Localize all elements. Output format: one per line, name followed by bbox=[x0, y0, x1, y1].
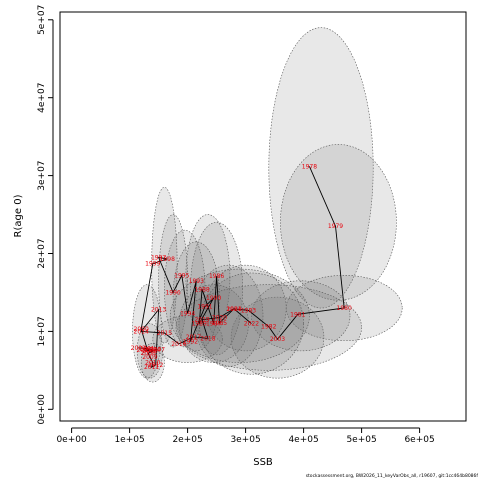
year-label-2007: 2007 bbox=[150, 346, 165, 353]
year-label-1986: 1986 bbox=[209, 273, 224, 280]
year-label-2017: 2017 bbox=[186, 334, 201, 341]
confidence-ellipses bbox=[132, 27, 403, 383]
year-label-2001: 2001 bbox=[139, 346, 154, 353]
year-label-1980: 1980 bbox=[337, 305, 352, 312]
x-tick-label-0: 0e+00 bbox=[56, 435, 87, 445]
year-label-2018: 2018 bbox=[200, 335, 215, 342]
plot-frame bbox=[59, 11, 467, 422]
year-label-2003: 2003 bbox=[270, 336, 285, 343]
year-label-1989: 1989 bbox=[192, 321, 207, 328]
year-label-1994: 1994 bbox=[180, 310, 195, 317]
x-tick-label-6: 6e+05 bbox=[404, 435, 434, 445]
year-label-1998: 1998 bbox=[160, 256, 175, 263]
trajectory-path bbox=[138, 166, 345, 369]
confidence-ellipse-12 bbox=[151, 186, 178, 344]
x-axis-title: SSB bbox=[253, 457, 273, 468]
year-label-2022: 2022 bbox=[244, 321, 259, 328]
confidence-ellipse-3 bbox=[251, 280, 351, 352]
y-tick-label-4: 4e+07 bbox=[37, 83, 47, 113]
year-label-2012: 2012 bbox=[148, 362, 163, 369]
year-label-1987: 1987 bbox=[206, 321, 221, 328]
x-tick-label-3: 3e+05 bbox=[230, 435, 260, 445]
confidence-ellipse-5 bbox=[204, 264, 287, 352]
year-label-1995: 1995 bbox=[174, 272, 189, 279]
year-label-2016: 2016 bbox=[171, 341, 186, 348]
year-label-1979: 1979 bbox=[328, 223, 343, 230]
footer-text: stockassessment.org, BW2026_11_keyVarObs… bbox=[306, 473, 479, 479]
year-label-1999: 1999 bbox=[145, 261, 160, 268]
confidence-ellipse-9 bbox=[172, 241, 220, 352]
confidence-ellipse-0 bbox=[268, 27, 374, 309]
year-label-2005: 2005 bbox=[136, 347, 151, 354]
year-label-1993: 1993 bbox=[189, 278, 204, 285]
year-label-2015: 2015 bbox=[157, 330, 172, 337]
y-axis: 0e+00 1e+07 2e+07 3e+07 4e+07 5e+07 bbox=[37, 5, 54, 425]
confidence-ellipse-20 bbox=[198, 272, 304, 375]
year-label-1991: 1991 bbox=[197, 303, 212, 310]
year-label-2019: 2019 bbox=[194, 317, 209, 324]
confidence-ellipse-4 bbox=[230, 296, 325, 379]
year-label-2006: 2006 bbox=[142, 348, 157, 355]
year-label-2000: 2000 bbox=[134, 326, 149, 333]
confidence-ellipse-16 bbox=[152, 315, 223, 363]
x-tick-label-2: 2e+05 bbox=[172, 435, 202, 445]
year-label-1978: 1978 bbox=[302, 163, 317, 170]
trajectory-line bbox=[138, 166, 345, 369]
y-tick-label-1: 1e+07 bbox=[37, 316, 47, 346]
year-label-2009: 2009 bbox=[142, 354, 157, 361]
year-label-2004: 2004 bbox=[145, 346, 160, 353]
confidence-ellipse-1 bbox=[280, 144, 397, 301]
x-tick-label-1: 1e+05 bbox=[114, 435, 144, 445]
x-tick-label-5: 5e+05 bbox=[346, 435, 376, 445]
confidence-ellipse-7 bbox=[190, 222, 244, 356]
year-label-1982: 1982 bbox=[261, 324, 276, 331]
y-axis-title: R(age 0) bbox=[13, 194, 24, 237]
y-tick-label-5: 5e+07 bbox=[37, 5, 47, 35]
confidence-ellipse-19 bbox=[175, 284, 362, 371]
year-label-2013: 2013 bbox=[151, 307, 166, 314]
y-tick-label-2: 2e+07 bbox=[37, 238, 47, 268]
year-label-2020: 2020 bbox=[212, 314, 227, 321]
year-label-1992: 1992 bbox=[183, 339, 198, 346]
year-label-2008: 2008 bbox=[141, 350, 156, 357]
x-tick-label-4: 4e+05 bbox=[288, 435, 318, 445]
year-label-2014: 2014 bbox=[134, 328, 149, 335]
year-label-1988: 1988 bbox=[194, 286, 209, 293]
confidence-ellipse-18 bbox=[169, 268, 310, 363]
year-label-1996: 1996 bbox=[165, 289, 180, 296]
confidence-ellipse-10 bbox=[164, 229, 206, 348]
year-label-1985: 1985 bbox=[212, 320, 227, 327]
year-label-1984: 1984 bbox=[226, 306, 241, 313]
year-label-1997: 1997 bbox=[151, 254, 166, 261]
confidence-ellipse-11 bbox=[158, 214, 188, 348]
y-tick-label-3: 3e+07 bbox=[37, 160, 47, 190]
year-label-2011: 2011 bbox=[144, 364, 159, 371]
year-label-2002: 2002 bbox=[131, 345, 146, 352]
year-label-2010: 2010 bbox=[145, 360, 160, 367]
year-label-1990: 1990 bbox=[206, 295, 221, 302]
year-label-1983: 1983 bbox=[241, 307, 256, 314]
year-label-1981: 1981 bbox=[290, 311, 305, 318]
y-tick-label-0: 0e+00 bbox=[37, 394, 47, 425]
year-label-2021: 2021 bbox=[226, 306, 241, 313]
x-axis: 0e+00 1e+05 2e+05 3e+05 4e+05 5e+05 6e+05 bbox=[56, 427, 435, 445]
